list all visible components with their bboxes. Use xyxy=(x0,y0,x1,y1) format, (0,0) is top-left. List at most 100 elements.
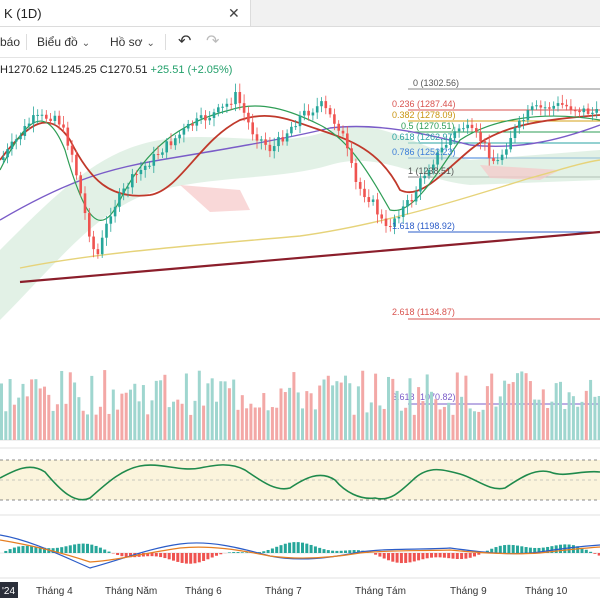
candle-body xyxy=(2,157,5,160)
macd-histogram-bar xyxy=(404,553,408,563)
candle-body xyxy=(19,135,22,140)
volume-bar xyxy=(202,405,206,440)
macd-histogram-bar xyxy=(507,544,511,553)
macd-histogram-bar xyxy=(120,553,124,557)
fib-label: 3.618 (1070.82) xyxy=(392,392,456,402)
volume-bar xyxy=(288,387,292,440)
candle-body xyxy=(268,144,272,152)
volume-bar xyxy=(197,370,201,440)
macd-histogram-bar xyxy=(64,546,68,553)
volume-bar xyxy=(258,407,261,440)
candle-body xyxy=(221,106,224,108)
volume-bar xyxy=(150,400,154,440)
volume-bar xyxy=(344,375,347,440)
volume-bar xyxy=(563,408,567,440)
candle-body xyxy=(14,139,18,142)
candle-body xyxy=(453,131,457,139)
candle-body xyxy=(199,115,203,119)
candle-body xyxy=(414,191,418,202)
candle-body xyxy=(513,127,517,139)
candle-body xyxy=(406,200,409,207)
candle-body xyxy=(470,124,474,129)
volume-bar xyxy=(210,378,214,440)
candle-body xyxy=(161,152,164,155)
candle-body xyxy=(79,175,82,194)
candle-body xyxy=(371,199,375,202)
macd-histogram-bar xyxy=(77,543,81,553)
fib-label: 0.382 (1278.09) xyxy=(392,110,456,120)
volume-bar xyxy=(103,370,107,440)
candle-body xyxy=(410,200,414,202)
volume-bar xyxy=(176,399,180,440)
macd-histogram-bar xyxy=(227,552,231,553)
macd-histogram-bar xyxy=(116,553,120,556)
volume-bars xyxy=(0,370,600,440)
candle-body xyxy=(548,107,551,109)
volume-bar xyxy=(17,397,21,440)
fib-label: 0 (1302.56) xyxy=(413,78,459,88)
volume-bar xyxy=(137,401,141,440)
volume-bar xyxy=(438,409,442,440)
candle-body xyxy=(182,128,186,135)
macd-histogram-bar xyxy=(322,549,326,553)
macd-histogram-bar xyxy=(236,552,240,553)
macd-histogram-bar xyxy=(98,547,102,553)
macd-histogram-bar xyxy=(206,553,210,560)
macd-histogram-bar xyxy=(30,546,34,553)
macd-histogram-bar xyxy=(159,553,163,558)
volume-bar xyxy=(124,392,128,440)
candle-body xyxy=(260,139,263,141)
time-axis-label: Tháng 7 xyxy=(265,586,302,597)
candle-body xyxy=(526,110,530,120)
alerts-button[interactable]: báo xyxy=(0,35,21,49)
time-axis-labels: Tháng 4 Tháng Năm Tháng 6 Tháng 7 Tháng … xyxy=(36,586,568,597)
close-icon[interactable]: ✕ xyxy=(228,5,240,21)
candle-body xyxy=(139,169,143,175)
volume-bar xyxy=(533,399,537,440)
macd-histogram-bar xyxy=(17,546,21,553)
candle-body xyxy=(96,249,100,255)
volume-bar xyxy=(4,411,8,440)
volume-bar xyxy=(129,389,132,440)
volume-bar xyxy=(184,373,188,440)
candle-body xyxy=(358,181,362,189)
macd-histogram-bar xyxy=(81,543,85,553)
candle-body xyxy=(191,123,194,126)
volume-bar xyxy=(387,376,390,440)
macd-histogram-bar xyxy=(430,553,433,558)
candle-body xyxy=(32,115,35,124)
ichimoku-cloud-red xyxy=(480,165,560,180)
volume-bar xyxy=(133,383,137,440)
candle-body xyxy=(462,128,465,130)
candle-body xyxy=(307,110,310,116)
volume-bar xyxy=(485,386,489,440)
candle-body xyxy=(509,138,512,150)
undo-icon[interactable]: ↶ xyxy=(178,33,192,50)
candle-body xyxy=(401,206,405,218)
profile-menu-button[interactable]: Hồ sơ ⌄ xyxy=(110,27,155,57)
chevron-down-icon: ⌄ xyxy=(81,38,91,49)
volume-bar xyxy=(305,391,309,440)
fib-label: 2.618 (1134.87) xyxy=(392,307,455,317)
macd-histogram-bar xyxy=(391,553,395,562)
candle-body xyxy=(126,187,130,189)
volume-bar xyxy=(425,374,429,440)
candle-body xyxy=(427,170,431,176)
fib-label: 0.786 (1252.23) xyxy=(392,147,456,157)
candle-body xyxy=(70,145,74,155)
volume-bar xyxy=(253,407,257,440)
candle-body xyxy=(272,146,276,152)
macd-histogram-bar xyxy=(473,553,476,557)
candle-body xyxy=(565,104,568,107)
volume-bar xyxy=(249,403,253,440)
macd-histogram-bar xyxy=(94,545,98,553)
macd-histogram-bar xyxy=(55,547,59,553)
volume-bar xyxy=(227,388,231,440)
fib-label: 0.618 (1262.97) xyxy=(392,132,456,142)
candle-body xyxy=(105,223,108,238)
volume-bar xyxy=(77,397,81,440)
chart-menu-button[interactable]: Biểu đồ ⌄ xyxy=(37,27,90,57)
redo-icon[interactable]: ↷ xyxy=(206,33,220,50)
chart-tab[interactable]: K (1D) ✕ xyxy=(0,0,251,26)
